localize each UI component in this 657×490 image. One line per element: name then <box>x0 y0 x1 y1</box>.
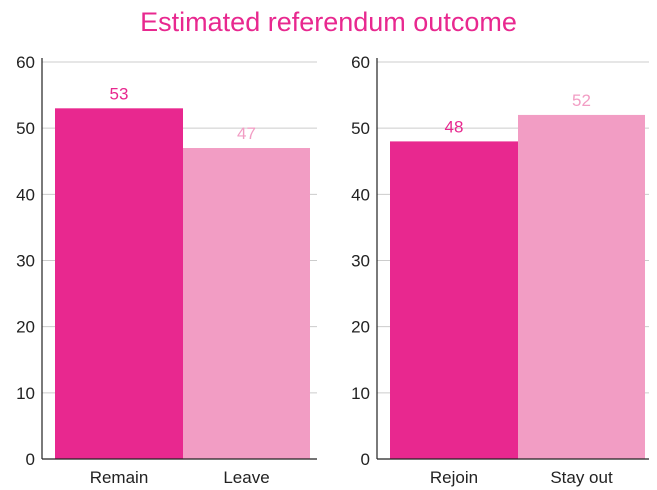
panel-2-bar-stay-out <box>518 114 645 459</box>
panel-2-y-tick-label-0: 0 <box>361 450 370 469</box>
panel-1-y-tick-label-60: 60 <box>16 53 35 72</box>
panel-1-y-tick-label-10: 10 <box>16 384 35 403</box>
panel-2-y-tick-label-20: 20 <box>351 318 370 337</box>
panel-2-y-tick-label-60: 60 <box>351 53 370 72</box>
panel-2-y-tick-label-30: 30 <box>351 252 370 271</box>
panel-1-data-label-leave: 47 <box>237 124 256 143</box>
panel-2-x-tick-label-rejoin: Rejoin <box>430 468 478 487</box>
panel-1-y-tick-label-0: 0 <box>26 450 35 469</box>
panel-2-x-tick-label-stay-out: Stay out <box>550 468 613 487</box>
chart-title: Estimated referendum outcome <box>140 7 517 37</box>
panel-2-y-tick-label-40: 40 <box>351 185 370 204</box>
panel-1-data-label-remain: 53 <box>110 84 129 103</box>
panel-1-y-tick-label-40: 40 <box>16 185 35 204</box>
panel-2-bar-rejoin <box>390 141 518 459</box>
panel-1-x-tick-label-remain: Remain <box>90 468 149 487</box>
panel-2-data-label-rejoin: 48 <box>445 117 464 136</box>
panel-1-y-tick-label-50: 50 <box>16 119 35 138</box>
panel-2-y-tick-label-10: 10 <box>351 384 370 403</box>
panel-1-y-tick-label-20: 20 <box>16 318 35 337</box>
panel-1-x-tick-label-leave: Leave <box>223 468 269 487</box>
panel-1-y-tick-label-30: 30 <box>16 252 35 271</box>
panel-2-data-label-stay-out: 52 <box>572 91 591 110</box>
panel-1-bar-leave <box>183 148 310 459</box>
panel-2-y-tick-label-50: 50 <box>351 119 370 138</box>
panel-1-bar-remain <box>55 108 183 460</box>
